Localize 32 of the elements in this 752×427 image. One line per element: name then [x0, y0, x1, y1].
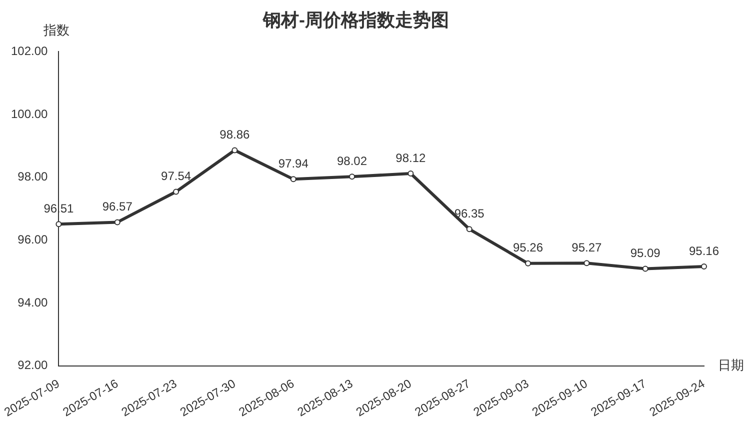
data-label: 96.35	[454, 206, 485, 220]
point	[701, 264, 707, 270]
point	[173, 188, 180, 195]
y-tick-label: 96.00	[18, 232, 48, 246]
data-label: 95.16	[688, 244, 720, 258]
point	[642, 266, 648, 272]
point	[349, 174, 356, 180]
y-axis-title: 指数	[42, 22, 70, 38]
point	[466, 226, 472, 232]
data-label: 98.12	[396, 150, 426, 165]
y-tick-label: 100.00	[11, 106, 48, 121]
data-label: 97.94	[278, 156, 309, 170]
y-tick-label: 102.00	[11, 44, 48, 58]
point	[290, 176, 296, 182]
y-tick-label: 92.00	[18, 358, 48, 372]
data-label: 95.09	[630, 246, 661, 260]
point	[232, 147, 238, 154]
point	[584, 260, 590, 266]
data-label: 98.02	[337, 154, 368, 168]
point	[408, 170, 414, 177]
y-tick-label: 94.00	[18, 295, 48, 310]
data-label: 98.86	[220, 128, 250, 142]
data-label: 95.26	[512, 240, 544, 255]
y-tick-label: 98.00	[18, 170, 48, 184]
data-label: 97.54	[161, 169, 192, 184]
data-label: 95.27	[572, 240, 602, 254]
point	[114, 219, 120, 226]
chart-title: 钢材-周价格指数走势图	[262, 10, 449, 30]
data-label: 96.57	[102, 200, 133, 214]
point	[56, 221, 62, 228]
x-axis-title: 日期	[718, 357, 744, 372]
point	[525, 260, 532, 266]
